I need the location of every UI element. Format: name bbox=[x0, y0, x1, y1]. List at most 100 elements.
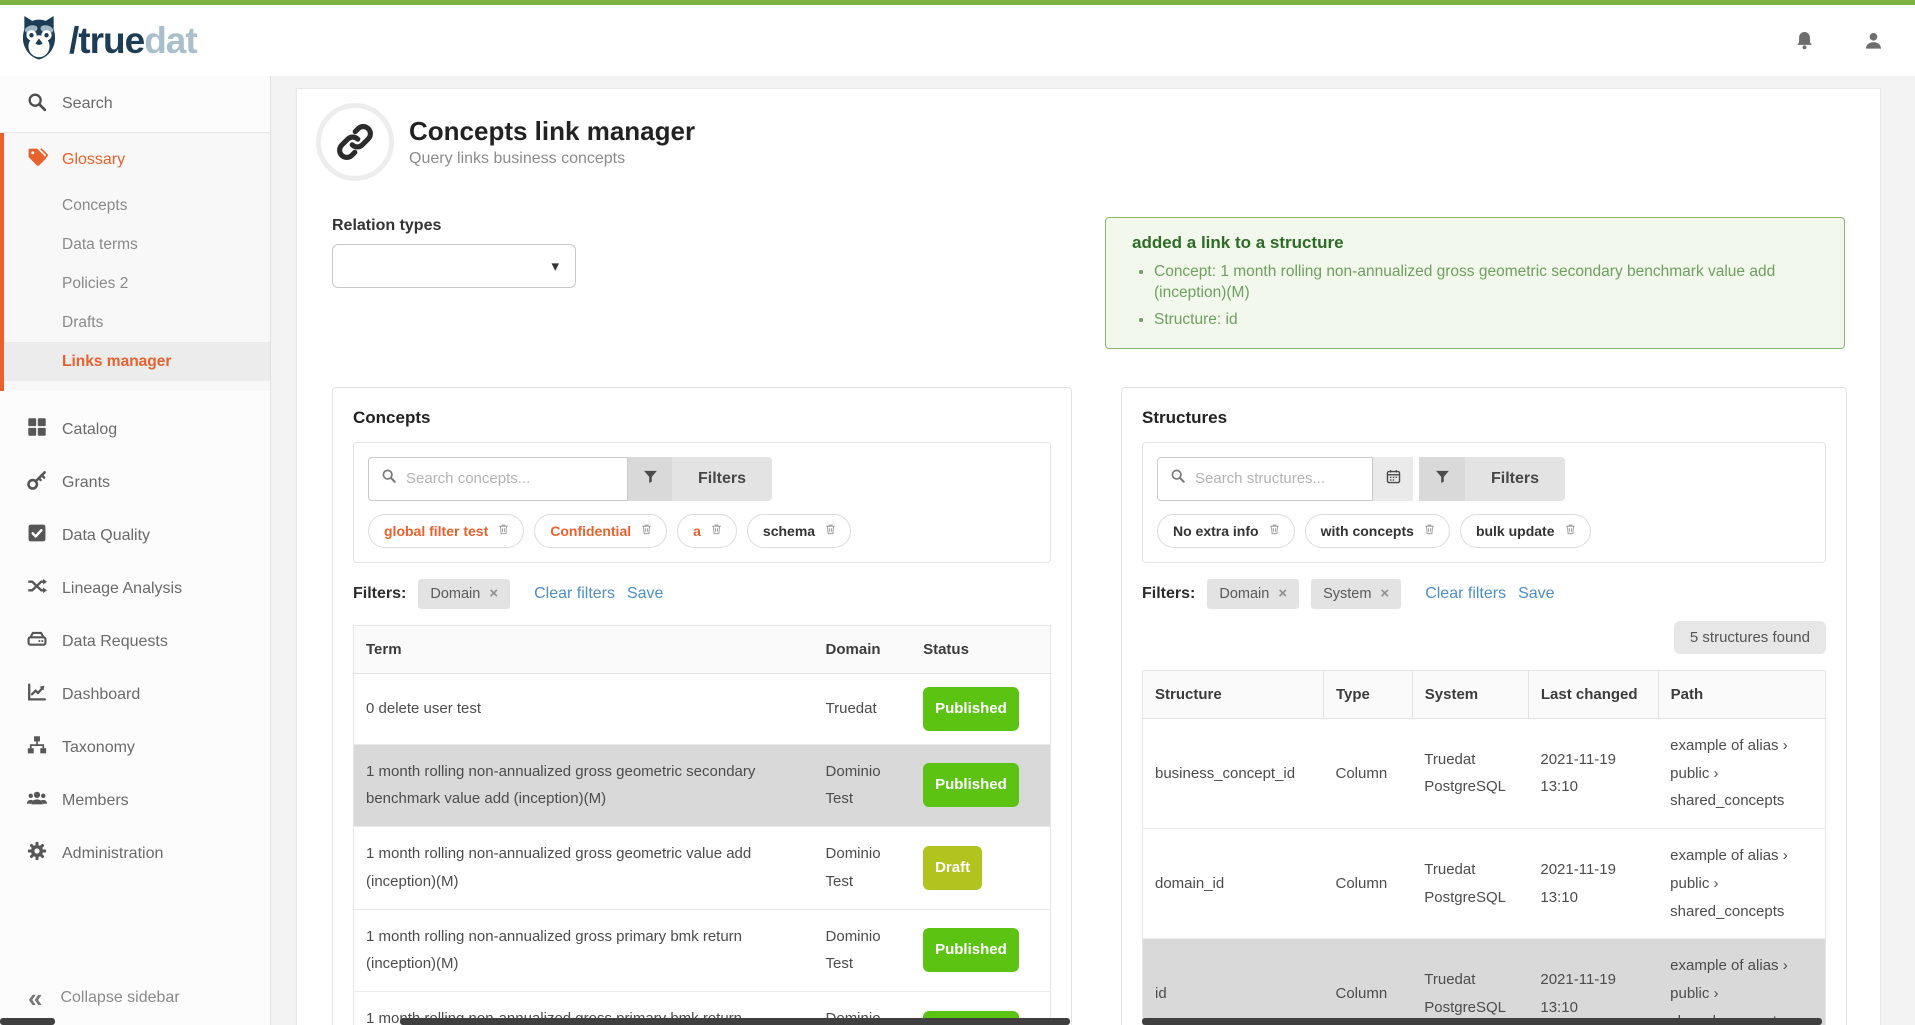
tag-label: schema bbox=[762, 522, 816, 539]
remove-filter-icon[interactable]: × bbox=[1380, 585, 1390, 603]
sidebar-item-catalog[interactable]: Catalog bbox=[0, 403, 270, 456]
clear-filters-link[interactable]: Clear filters bbox=[534, 584, 615, 602]
saved-filter-tag[interactable]: Confidential bbox=[534, 513, 668, 548]
shuffle-icon bbox=[26, 575, 48, 602]
relation-types-select[interactable]: ▾ bbox=[332, 244, 576, 288]
column-header-system[interactable]: System bbox=[1412, 670, 1529, 719]
save-filters-link[interactable]: Save bbox=[1518, 584, 1555, 602]
success-alert: added a link to a structure Concept: 1 m… bbox=[1105, 217, 1845, 349]
saved-filter-tag[interactable]: a bbox=[677, 513, 737, 548]
term-cell: 1 month rolling non-annualized gross geo… bbox=[353, 744, 814, 828]
save-filters-link[interactable]: Save bbox=[626, 584, 664, 602]
horizontal-scrollbar-thumb[interactable] bbox=[400, 1018, 1070, 1025]
chip-label: Domain bbox=[1219, 585, 1270, 602]
clear-filters-link[interactable]: Clear filters bbox=[1425, 584, 1507, 602]
saved-filter-tag[interactable]: bulk update bbox=[1459, 513, 1591, 548]
notifications-bell-icon[interactable] bbox=[1793, 29, 1816, 53]
sidebar-nav: Catalog Grants Data Quality bbox=[0, 391, 270, 880]
tag-label: Confidential bbox=[550, 522, 632, 539]
page-subtitle: Query links business concepts bbox=[409, 150, 626, 167]
last-changed-cell: 2021-11-19 13:10 bbox=[1528, 718, 1659, 830]
horizontal-scrollbar-thumb[interactable] bbox=[1142, 1018, 1822, 1025]
relation-types-block: Relation types ▾ bbox=[332, 217, 576, 288]
link-icon bbox=[316, 103, 394, 181]
concept-row[interactable]: 1 month rolling non-annualized gross pri… bbox=[353, 909, 1051, 993]
type-cell: Column bbox=[1323, 938, 1413, 1025]
horizontal-scrollbar-thumb[interactable] bbox=[0, 1018, 55, 1025]
trash-icon[interactable] bbox=[1423, 522, 1436, 539]
sidebar-item-administration[interactable]: Administration bbox=[0, 827, 270, 880]
structures-search-input[interactable] bbox=[1195, 470, 1364, 488]
column-header-type[interactable]: Type bbox=[1323, 670, 1413, 719]
sidebar-item-dashboard[interactable]: Dashboard bbox=[0, 668, 270, 721]
trash-icon[interactable] bbox=[710, 522, 723, 539]
topbar: /truedat bbox=[0, 5, 1915, 76]
concepts-filter-funnel-button[interactable] bbox=[628, 456, 672, 501]
status-badge: Published bbox=[923, 928, 1019, 973]
sidebar-item-grants[interactable]: Grants bbox=[0, 456, 270, 509]
alert-list: Concept: 1 month rolling non-annualized … bbox=[1154, 262, 1818, 331]
trash-icon[interactable] bbox=[1268, 522, 1281, 539]
structures-filters-button[interactable]: Filters bbox=[1465, 456, 1566, 501]
active-filter-chip: Domain × bbox=[1207, 578, 1300, 609]
structures-table-header: Structure Type System Last changed Path bbox=[1142, 670, 1826, 719]
concept-row[interactable]: 1 month rolling non-annualized gross geo… bbox=[353, 826, 1051, 910]
term-cell: 1 month rolling non-annualized gross pri… bbox=[353, 909, 814, 993]
sidebar-item-label: Catalog bbox=[62, 420, 118, 438]
last-changed-cell: 2021-11-19 13:10 bbox=[1528, 938, 1659, 1025]
truedat-logo[interactable]: /truedat bbox=[17, 14, 198, 67]
tag-icon bbox=[26, 146, 49, 173]
tag-label: bulk update bbox=[1475, 522, 1555, 539]
sidebar-item-links-manager[interactable]: Links manager bbox=[4, 342, 270, 381]
collapse-sidebar-button[interactable]: « Collapse sidebar bbox=[0, 985, 180, 1011]
alert-item: Structure: id bbox=[1154, 310, 1818, 331]
sidebar-item-taxonomy[interactable]: Taxonomy bbox=[0, 721, 270, 774]
sidebar-item-label: Grants bbox=[62, 473, 111, 491]
concept-row[interactable]: 1 month rolling non-annualized gross geo… bbox=[353, 744, 1051, 828]
column-header-domain[interactable]: Domain bbox=[813, 625, 912, 674]
trash-icon[interactable] bbox=[497, 522, 510, 539]
concept-row[interactable]: 0 delete user test Truedat Published bbox=[353, 673, 1051, 745]
trash-icon[interactable] bbox=[640, 522, 653, 539]
concepts-active-filters-row: Filters: Domain × Clear filters Save bbox=[353, 578, 1051, 609]
structure-row[interactable]: business_concept_id Column Truedat Postg… bbox=[1142, 718, 1826, 830]
double-chevron-left-icon: « bbox=[28, 983, 43, 1013]
user-menu-icon[interactable] bbox=[1862, 29, 1885, 53]
domain-cell: Truedat bbox=[813, 673, 912, 745]
structure-row[interactable]: domain_id Column Truedat PostgreSQL 2021… bbox=[1142, 828, 1826, 940]
saved-filter-tag[interactable]: schema bbox=[746, 513, 852, 548]
column-header-structure[interactable]: Structure bbox=[1142, 670, 1324, 719]
system-cell: Truedat PostgreSQL bbox=[1412, 938, 1529, 1025]
sidebar-item-policies[interactable]: Policies 2 bbox=[62, 274, 129, 292]
column-header-term[interactable]: Term bbox=[353, 625, 814, 674]
structures-calendar-button[interactable] bbox=[1373, 456, 1413, 501]
concepts-filters-button[interactable]: Filters bbox=[672, 456, 773, 501]
sidebar-item-lineage[interactable]: Lineage Analysis bbox=[0, 562, 270, 615]
concepts-table: Term Domain Status 0 delete user test Tr… bbox=[353, 624, 1051, 1025]
structure-row[interactable]: id Column Truedat PostgreSQL 2021-11-19 … bbox=[1142, 938, 1826, 1025]
structures-filter-funnel-button[interactable] bbox=[1419, 456, 1465, 501]
column-header-last-changed[interactable]: Last changed bbox=[1528, 670, 1659, 719]
trash-icon[interactable] bbox=[824, 522, 837, 539]
column-header-status[interactable]: Status bbox=[911, 625, 1051, 674]
trash-icon[interactable] bbox=[1564, 522, 1577, 539]
column-header-path[interactable]: Path bbox=[1658, 670, 1826, 719]
calendar-icon bbox=[1385, 468, 1402, 490]
sidebar-item-data-terms[interactable]: Data terms bbox=[62, 235, 138, 253]
sidebar-item-data-requests[interactable]: Data Requests bbox=[0, 615, 270, 668]
sidebar-item-data-quality[interactable]: Data Quality bbox=[0, 509, 270, 562]
sidebar-item-concepts[interactable]: Concepts bbox=[62, 196, 128, 214]
sidebar-item-search[interactable]: Search bbox=[0, 76, 270, 133]
concepts-search-input[interactable] bbox=[406, 470, 619, 488]
saved-filter-tag[interactable]: global filter test bbox=[368, 513, 525, 548]
remove-filter-icon[interactable]: × bbox=[1278, 585, 1288, 603]
search-icon bbox=[381, 468, 406, 489]
remove-filter-icon[interactable]: × bbox=[489, 585, 499, 603]
sidebar-item-drafts[interactable]: Drafts bbox=[62, 313, 104, 331]
saved-filter-tag[interactable]: with concepts bbox=[1304, 513, 1450, 548]
sidebar-item-members[interactable]: Members bbox=[0, 774, 270, 827]
sidebar-item-glossary[interactable]: Glossary bbox=[4, 133, 270, 186]
filters-label: Filters: bbox=[1142, 584, 1196, 602]
saved-filter-tag[interactable]: No extra info bbox=[1157, 513, 1295, 548]
